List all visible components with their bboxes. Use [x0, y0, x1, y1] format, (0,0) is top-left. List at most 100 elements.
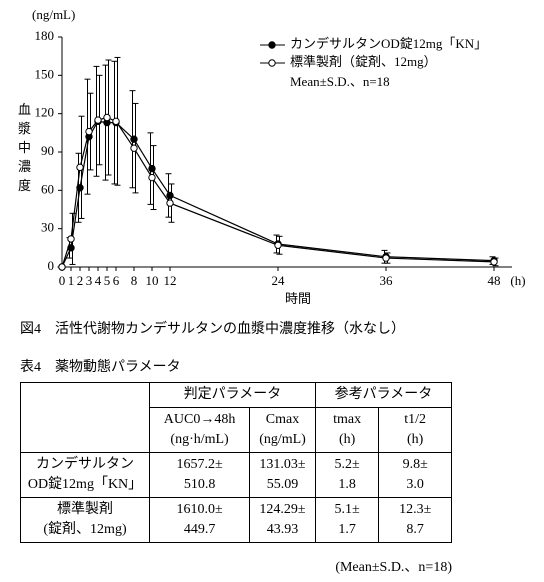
legend-marker: [268, 41, 276, 49]
point: [148, 164, 156, 173]
point: [67, 235, 75, 243]
x-tick-label: 3: [86, 273, 93, 288]
cell-line: (h): [407, 432, 424, 447]
point: [490, 258, 498, 266]
pk-table: 判定パラメータ 参考パラメータ AUC0→48h (ng·h/mL) Cmax (ng/m…: [20, 382, 453, 543]
legend-marker: [268, 59, 276, 67]
point: [382, 254, 390, 262]
cell-line: 1657.2±: [176, 457, 223, 472]
row-header: 標準製剤 (錠剤、12mg): [20, 497, 150, 543]
cell-line: 1.7: [338, 522, 356, 537]
chart: (ng/mL) 血漿中濃度 時間 (h) Mean±S.D.、n=18 図4 活…: [16, 7, 526, 375]
figure-caption: 図4 活性代謝物カンデサルタンの血漿中濃度推移（水なし）: [20, 320, 405, 337]
cell-line: 124.29±: [259, 502, 306, 517]
y-label: 血漿中濃度: [16, 103, 31, 198]
x-tick-label: 10: [146, 273, 159, 288]
x-tick-label: 8: [131, 273, 138, 288]
cell-line: Cmax: [265, 412, 300, 427]
column-header: AUC0→48h (ng·h/mL): [148, 407, 251, 453]
corner: [20, 382, 150, 453]
group-header: 参考パラメータ: [314, 382, 453, 408]
row: 判定パラメータ 参考パラメータ: [20, 382, 453, 453]
point: [166, 199, 174, 207]
x-tick-label: 12: [164, 273, 177, 288]
y-tick-label: 0: [48, 258, 55, 273]
group-header: 判定パラメータ: [149, 382, 316, 408]
point: [94, 116, 102, 124]
legend-label: 標準製剤（錠剤、12mg）: [290, 54, 437, 69]
cell-line: 9.8±: [402, 457, 428, 472]
x-tick-label: 36: [380, 273, 394, 288]
column-header: tmax (h): [314, 407, 380, 453]
cell-line: 1.8: [338, 477, 356, 492]
x-tick-label: 0: [59, 273, 66, 288]
cell-line: 標準製剤: [57, 502, 113, 517]
cell-line: 510.8: [183, 477, 216, 492]
cell-line: OD錠12mg「KN」: [27, 477, 143, 492]
cell: 124.29± 43.93: [249, 497, 316, 543]
cell-line: 1610.0±: [176, 502, 223, 517]
row: 標準製剤 (錠剤、12mg) 1610.0± 449.7 124.29± 43.93 5.1…: [20, 497, 452, 543]
column-header: t1/2 (h): [378, 407, 452, 453]
table-note: (Mean±S.D.、n=18): [335, 560, 452, 575]
y-tick-label: 120: [35, 105, 55, 120]
x-tick-label: 4: [95, 273, 102, 288]
cell-line: t1/2: [404, 412, 427, 427]
point: [130, 135, 138, 143]
x-tick-label: 48: [488, 273, 501, 288]
point: [130, 144, 138, 152]
point: [166, 191, 174, 200]
x-tick-label: 5: [104, 273, 111, 288]
point: [112, 117, 120, 126]
x-tick-label: 1: [68, 273, 75, 288]
cell-line: 8.7: [406, 522, 424, 537]
cell-line: 449.7: [183, 522, 216, 537]
cell: 5.2± 1.8: [314, 452, 380, 498]
cell-line: (ng/mL): [259, 432, 306, 447]
cell: 1657.2± 510.8: [148, 452, 251, 498]
x-tick-label: 24: [272, 273, 286, 288]
cell: 131.03± 55.09: [249, 452, 316, 498]
cell-line: tmax: [333, 412, 362, 427]
point: [148, 173, 156, 182]
cell: 5.1± 1.7: [314, 497, 380, 543]
x-tick-label: 2: [77, 273, 84, 288]
annotation: Mean±S.D.、n=18: [290, 74, 390, 89]
cell: 1610.0± 449.7: [148, 497, 251, 543]
cell-line: (h): [338, 432, 356, 447]
y-tick-label: 180: [35, 28, 55, 43]
x-label: 時間: [285, 291, 311, 306]
y-tick-label: 90: [41, 143, 54, 158]
cell-line: 3.0: [406, 477, 424, 492]
y-unit: (ng/mL): [32, 7, 75, 22]
cell-line: カンデサルタン: [36, 457, 134, 472]
row-header: カンデサルタン OD錠12mg「KN」: [20, 452, 150, 498]
cell-line: (錠剤、12mg): [43, 522, 127, 537]
cell: 9.8± 3.0: [378, 452, 452, 498]
legend-label: カンデサルタンOD錠12mg「KN」: [290, 36, 487, 51]
cell-line: 12.3±: [399, 502, 432, 517]
cell-line: 43.93: [266, 522, 299, 537]
cell-line: (ng·h/mL): [170, 432, 229, 447]
row: AUC0→48h (ng·h/mL) Cmax (ng/mL) tmax (h) t1/2 (…: [21, 407, 452, 453]
point: [58, 263, 66, 271]
table-caption: 表4 薬物動態パラメータ: [20, 359, 181, 375]
row: カンデサルタン OD錠12mg「KN」 1657.2± 510.8 131.03± 55.…: [20, 452, 452, 498]
y-tick-label: 150: [35, 66, 55, 81]
cell-line: 5.2±: [334, 457, 360, 472]
point: [274, 241, 282, 249]
point: [103, 113, 111, 122]
cell-line: 131.03±: [259, 457, 306, 472]
cell-line: 5.1±: [334, 502, 360, 517]
cell-line: AUC0→48h: [163, 412, 236, 427]
x-tick-label: 6: [113, 273, 120, 288]
column-header: Cmax (ng/mL): [249, 407, 316, 453]
point: [85, 127, 93, 136]
y-tick-label: 30: [41, 220, 54, 235]
point: [76, 163, 84, 172]
cell-line: 55.09: [266, 477, 299, 492]
y-tick-label: 60: [41, 181, 54, 196]
x-unit: (h): [510, 273, 525, 288]
cell: 12.3± 8.7: [378, 497, 452, 543]
